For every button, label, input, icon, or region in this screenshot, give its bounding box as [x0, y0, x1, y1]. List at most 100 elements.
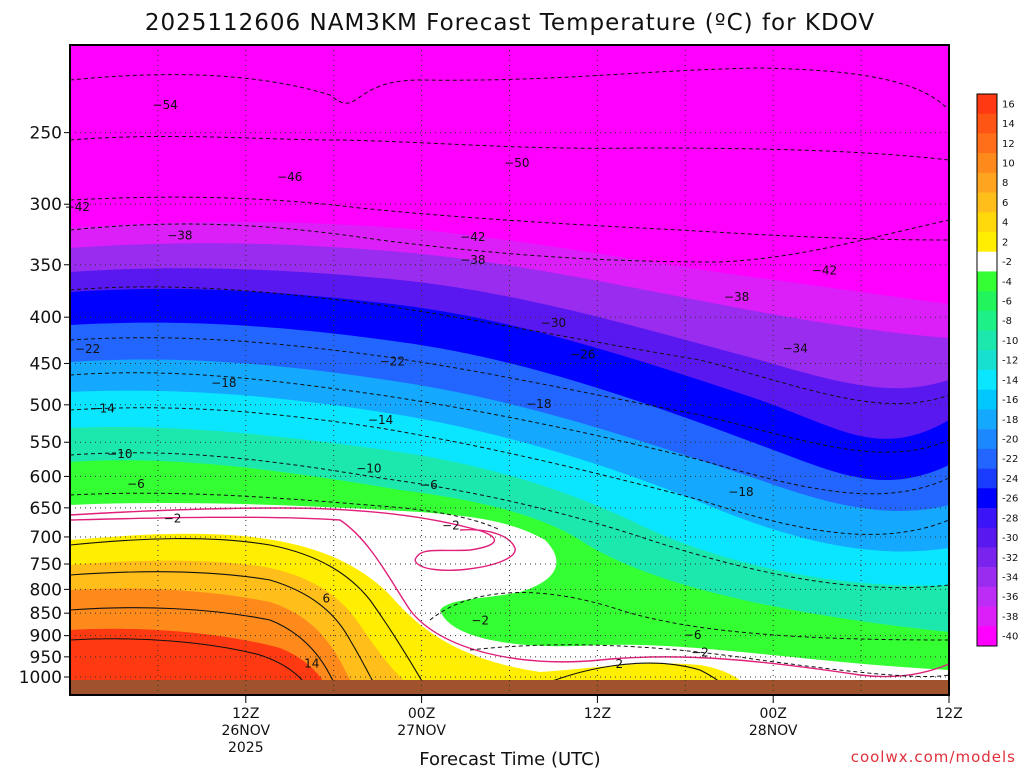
contour-label: −2: [471, 614, 489, 628]
y-tick-label: 650: [30, 499, 62, 519]
y-tick-label: 250: [30, 124, 62, 144]
y-tick-label: 950: [30, 648, 62, 668]
x-tick-label: 12Z: [584, 706, 611, 722]
freezing-contour-upper: [70, 507, 516, 571]
dashed-isotherms: [70, 67, 949, 678]
contour-label: 2: [616, 657, 624, 671]
colorbar-label: -32: [1002, 553, 1018, 564]
colorbar-label: 8: [1002, 178, 1008, 189]
y-tick-label: 600: [30, 467, 62, 487]
colorbar-label: -12: [1002, 356, 1018, 367]
contour-label: −6: [420, 478, 438, 492]
colorbar-swatch: [977, 330, 997, 351]
colorbar-swatch: [977, 291, 997, 312]
y-tick-label: 450: [30, 354, 62, 374]
y-tick-label: 700: [30, 528, 62, 548]
contour-label: −14: [90, 402, 115, 416]
colorbar-label: -26: [1002, 494, 1018, 505]
colorbar-swatch: [977, 389, 997, 410]
colorbar-frame: [976, 93, 998, 647]
contour-label: −10: [356, 461, 381, 475]
y-tick-label: 900: [30, 627, 62, 647]
colorbar-label: 6: [1002, 198, 1008, 209]
colorbar-label: -10: [1002, 336, 1018, 347]
gridlines: [70, 45, 949, 695]
chart-title: 2025112606 NAM3KM Forecast Temperature (…: [145, 10, 875, 36]
contour-label: −14: [368, 413, 393, 427]
colorbar-swatch: [977, 192, 997, 213]
contour-label: −18: [211, 376, 236, 390]
colorbar-swatch: [977, 172, 997, 193]
contour-label: −42: [460, 230, 485, 244]
contour-label: −42: [812, 263, 837, 277]
colorbar-label: -6: [1002, 297, 1012, 308]
contour-label: −46: [277, 170, 302, 184]
colorbar-swatch: [977, 212, 997, 233]
colorbar-swatch: [977, 271, 997, 292]
contour-label: −2: [442, 519, 460, 533]
colorbar-label: 12: [1002, 139, 1015, 150]
x-tick-label: 2025: [228, 740, 264, 756]
contour-label: −18: [728, 485, 753, 499]
colorbar-swatch: [977, 527, 997, 548]
colorbar-legend: 16 14 12 10 8 6 4 2 -2 -4 -6 -8 -10 -12 -14 -16 -18 -20 -2…: [976, 93, 1018, 647]
contour-label: −10: [107, 447, 132, 461]
colorbar-swatch: [977, 429, 997, 450]
colorbar-swatch: [977, 251, 997, 272]
colorbar-swatch: [977, 232, 997, 253]
colorbar-swatch: [977, 508, 997, 529]
contour-label: 14: [304, 656, 319, 670]
y-tick-label: 500: [30, 396, 62, 416]
plot-frame: [69, 44, 950, 696]
x-tick-label: 12Z: [232, 706, 259, 722]
colorbar-label: -18: [1002, 415, 1018, 426]
colorbar-swatch: [977, 586, 997, 607]
colorbar-swatch: [977, 409, 997, 430]
contour-label: −38: [724, 290, 749, 304]
contour-labels: −54−50−46−42−38 −42−38−42−38−30−26 −34−22−…: [65, 98, 837, 671]
colorbar-label: -38: [1002, 612, 1018, 623]
y-tick-label: 850: [30, 604, 62, 624]
x-tick-label: 28NOV: [749, 723, 798, 739]
y-axis: 250 300 350 400 450 500 550 600 650 700 750 800 850 9…: [19, 124, 70, 688]
x-tick-label: 26NOV: [221, 723, 270, 739]
colorbar-label: -14: [1002, 375, 1018, 386]
contour-label: −18: [526, 397, 551, 411]
y-tick-label: 1000: [19, 668, 62, 688]
contour-label: −30: [541, 316, 566, 330]
y-tick-label: 300: [30, 195, 62, 215]
y-tick-label: 400: [30, 308, 62, 328]
contour-label: −2: [164, 512, 182, 526]
x-tick-label: 27NOV: [397, 723, 446, 739]
colorbar-label: -24: [1002, 474, 1018, 485]
contour-label: −54: [153, 98, 178, 112]
colorbar-label: 2: [1002, 237, 1008, 248]
contour-label: −42: [65, 200, 90, 214]
contour-label: −38: [460, 253, 485, 267]
x-tick-label: 00Z: [408, 706, 435, 722]
colorbar-label: 4: [1002, 218, 1008, 229]
x-tick-label: 12Z: [935, 706, 962, 722]
colorbar-swatch: [977, 153, 997, 174]
contour-label: −6: [127, 477, 145, 491]
contour-label: −38: [167, 229, 192, 243]
colorbar-label: -2: [1002, 257, 1012, 268]
colorbar-label: -22: [1002, 454, 1018, 465]
freezing-contour-lower: [70, 516, 949, 678]
colorbar-label: -4: [1002, 277, 1012, 288]
colorbar-swatch: [977, 370, 997, 391]
contour-label: −2: [691, 646, 709, 660]
colorbar-swatch: [977, 468, 997, 489]
colorbar-label: -16: [1002, 395, 1018, 406]
colorbar-swatch: [977, 606, 997, 627]
colorbar-label: -8: [1002, 316, 1012, 327]
x-axis-label: Forecast Time (UTC): [419, 749, 600, 768]
colorbar-swatch: [977, 626, 997, 647]
y-tick-label: 750: [30, 555, 62, 575]
colorbar-swatch: [977, 94, 997, 115]
contour-label: −6: [684, 628, 702, 642]
y-tick-label: 800: [30, 580, 62, 600]
contour-label: 6: [323, 592, 331, 606]
